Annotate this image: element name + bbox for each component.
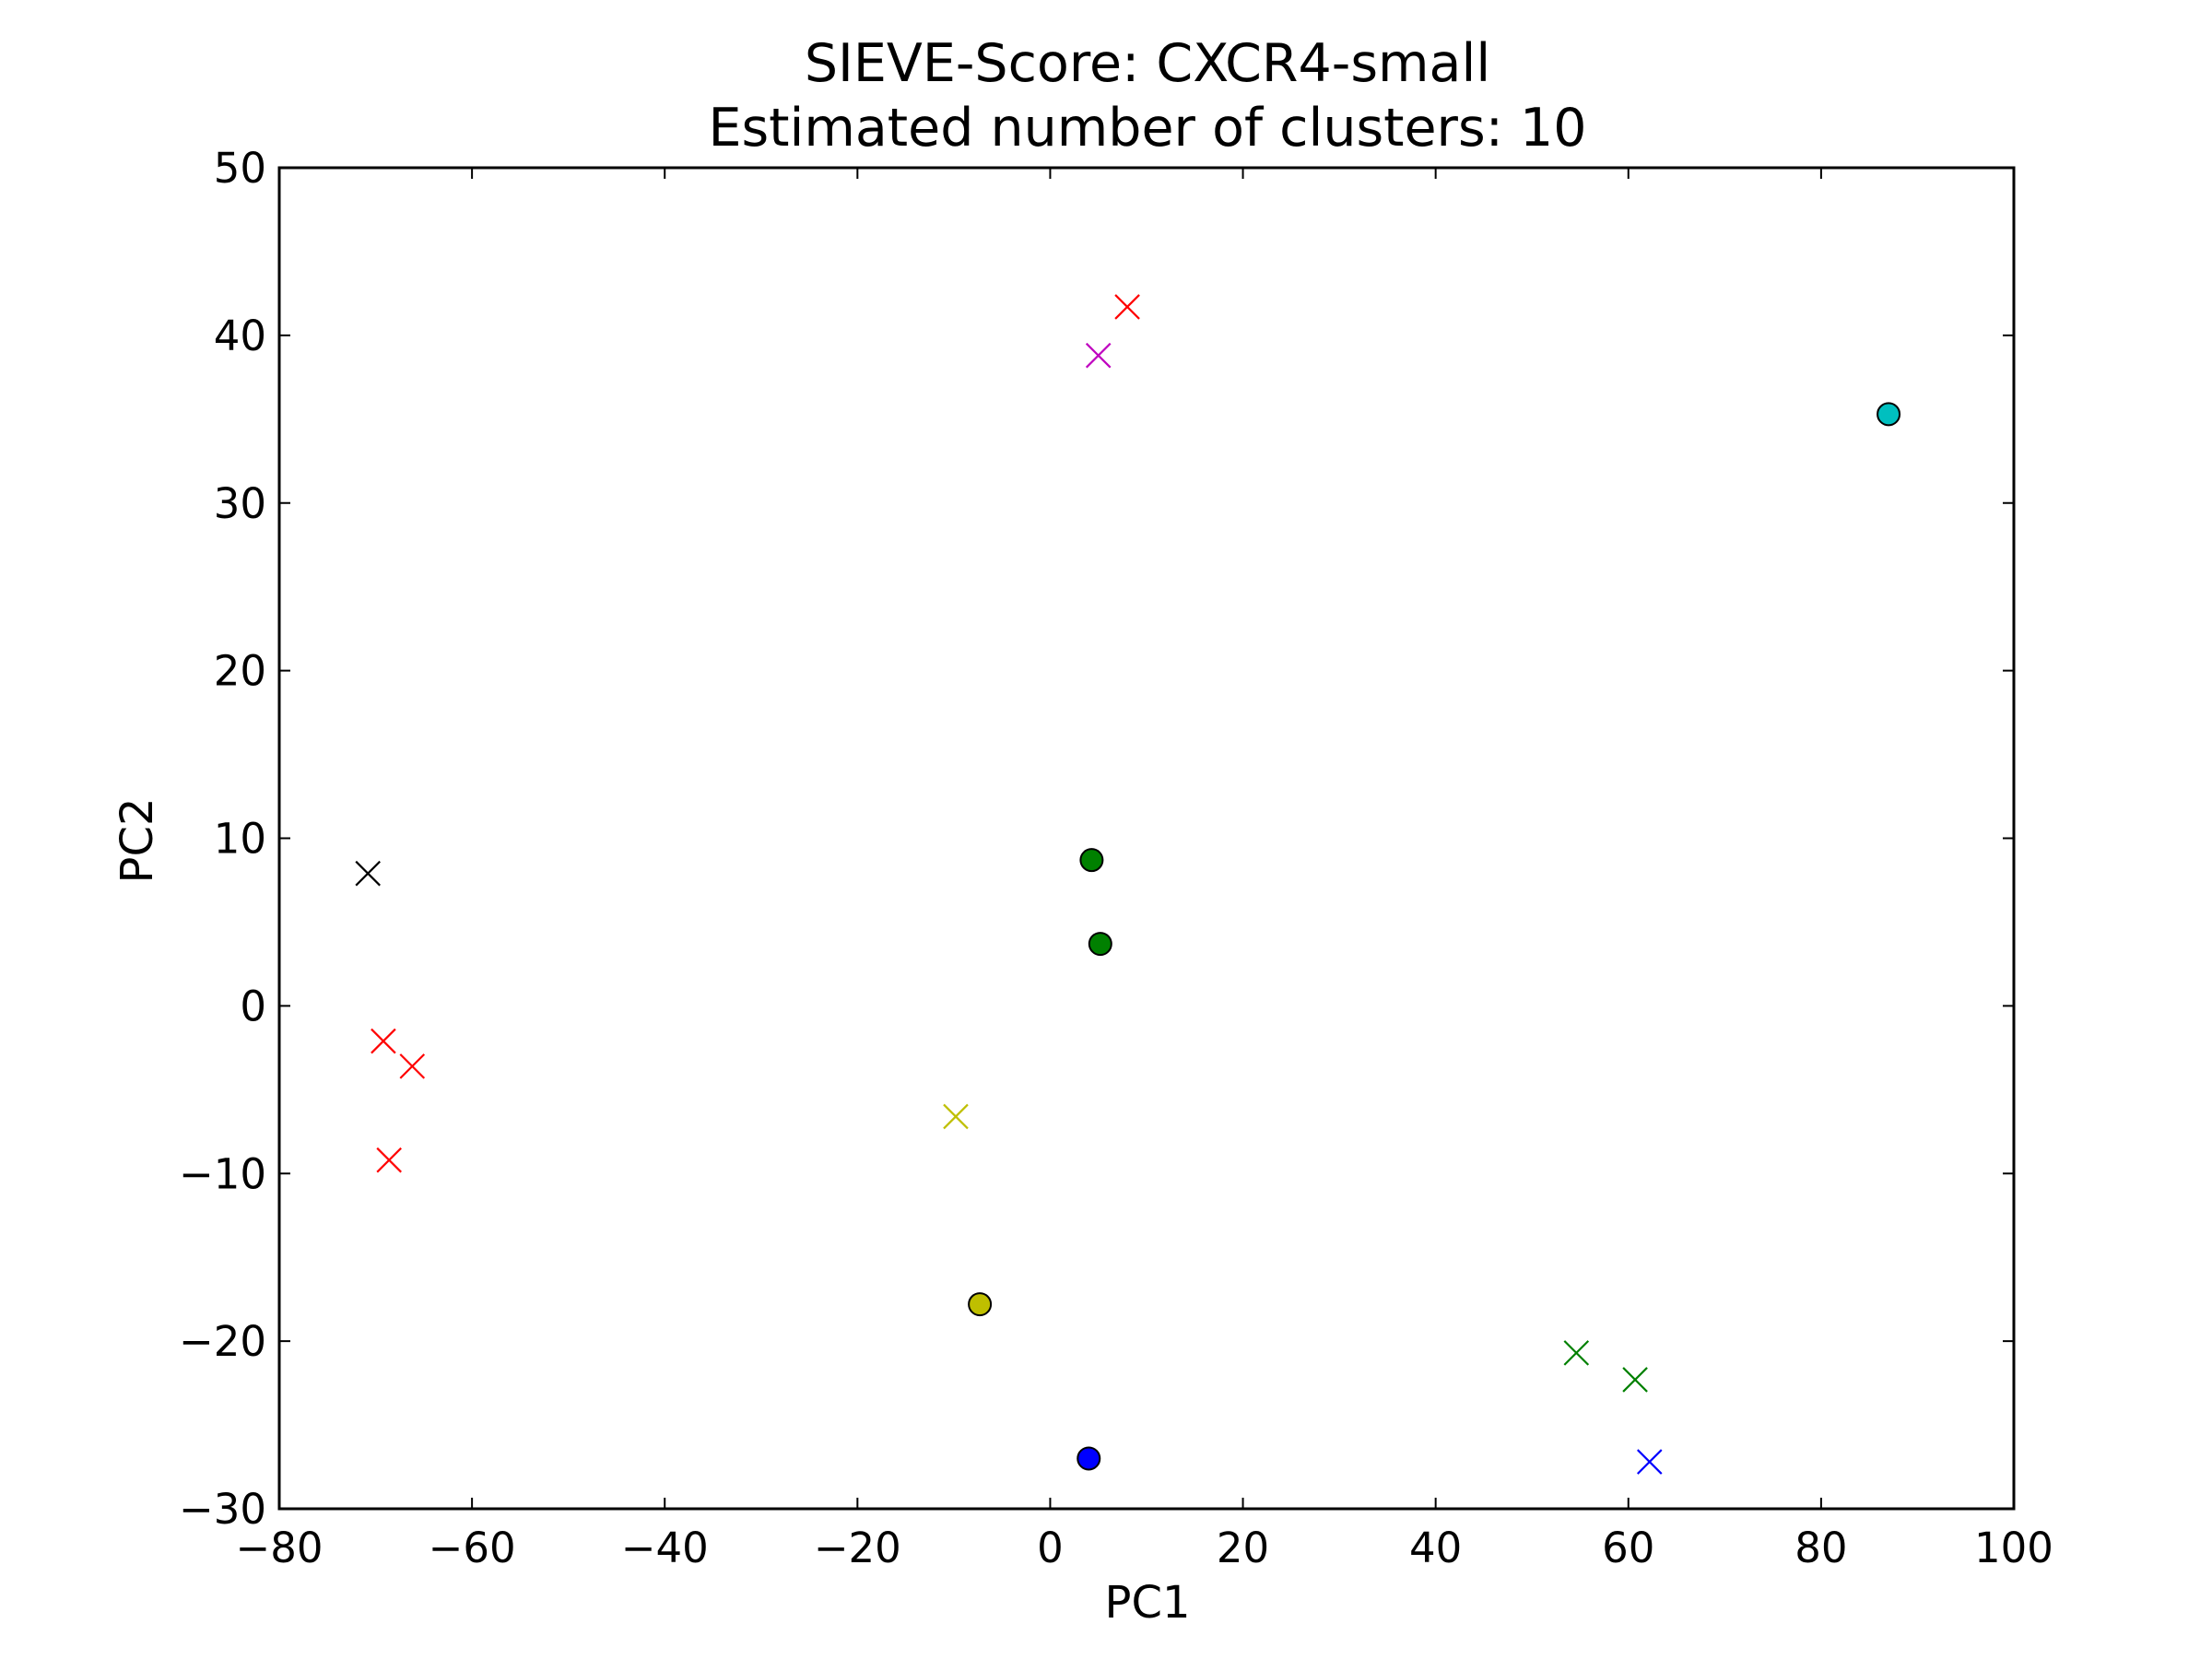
x-tick-label: 20: [1217, 1524, 1269, 1572]
data-point-x-marker: [399, 1053, 426, 1079]
y-tick-label: 20: [214, 647, 266, 696]
chart-title-line-2: Estimated number of clusters: 10: [708, 98, 1586, 159]
y-tick-label: 50: [214, 144, 266, 193]
y-tick-label: 10: [214, 815, 266, 864]
data-point-x-marker: [1637, 1449, 1663, 1475]
data-point-x-marker: [1114, 294, 1140, 320]
x-tick-label: −20: [814, 1524, 901, 1572]
y-axis-label: PC2: [112, 798, 163, 884]
x-tick-label: 40: [1409, 1524, 1462, 1572]
data-point-x-marker: [371, 1028, 396, 1054]
data-point-x-marker: [1622, 1367, 1648, 1393]
data-point-x-marker: [1085, 342, 1112, 369]
plot-area: −80 −60 −40 −20 0 20 40 60 80 100 −30 −20 −10 0 10 20 30…: [179, 144, 2053, 1572]
x-tick-label: −40: [621, 1524, 709, 1572]
y-tick-label: 40: [214, 312, 266, 360]
x-tick-label: 100: [1974, 1524, 2053, 1572]
y-tick-label: −20: [179, 1317, 266, 1366]
y-tick-label: −30: [179, 1485, 266, 1534]
data-point-x-marker: [943, 1103, 969, 1130]
data-point-circle-marker: [968, 1292, 993, 1317]
data-point-circle-marker: [1877, 402, 1901, 427]
x-axis-label: PC1: [1105, 1577, 1191, 1629]
data-point-x-marker: [355, 860, 381, 887]
x-tick-label: 80: [1794, 1524, 1847, 1572]
data-point-circle-marker: [1088, 932, 1112, 957]
y-tick-label: 0: [240, 982, 266, 1030]
x-tick-label: −60: [429, 1524, 516, 1572]
y-tick-label: −10: [179, 1149, 266, 1198]
plot-frame: [277, 166, 2016, 1511]
y-tick-label: 30: [214, 479, 266, 528]
data-point-circle-marker: [1077, 1446, 1101, 1471]
data-point-circle-marker: [1079, 848, 1104, 873]
chart-title-line-1: SIEVE-Score: CXCR4-small: [805, 33, 1490, 94]
x-tick-label: −80: [236, 1524, 324, 1572]
data-point-x-marker: [376, 1147, 402, 1173]
data-point-x-marker: [1563, 1340, 1590, 1366]
x-tick-label: 0: [1037, 1524, 1064, 1572]
x-tick-label: 60: [1602, 1524, 1654, 1572]
